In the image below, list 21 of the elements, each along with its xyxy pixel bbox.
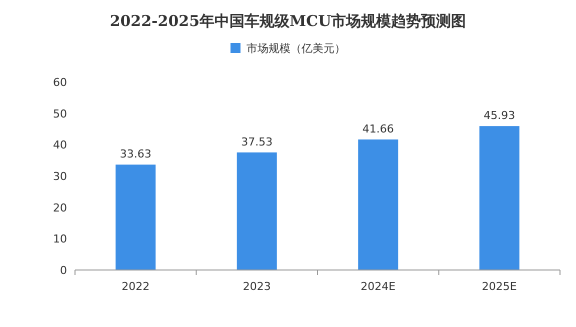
y-tick-label: 60 xyxy=(53,76,67,89)
bar xyxy=(236,152,277,270)
x-tick-label: 2023 xyxy=(242,280,271,293)
y-tick-label: 0 xyxy=(60,264,67,277)
data-label: 41.66 xyxy=(362,122,394,136)
bar xyxy=(116,164,156,270)
y-tick-label: 40 xyxy=(53,138,67,152)
legend-label: 市场规模（亿美元） xyxy=(246,42,346,55)
data-label: 45.93 xyxy=(484,109,516,122)
data-label: 37.53 xyxy=(241,135,273,148)
chart-title: 2022-2025年中国车规级MCU市场规模趋势预测图 xyxy=(110,12,466,30)
y-tick-label: 50 xyxy=(53,107,67,120)
y-tick-label: 30 xyxy=(53,170,67,183)
x-tick-label: 2022 xyxy=(122,280,150,293)
data-label: 33.63 xyxy=(120,148,152,161)
bar xyxy=(479,126,520,270)
y-tick-label: 10 xyxy=(53,232,67,246)
bar xyxy=(358,139,398,270)
x-tick-label: 2025E xyxy=(482,280,517,293)
y-tick-label: 20 xyxy=(53,201,67,214)
x-tick-label: 2024E xyxy=(360,280,396,293)
